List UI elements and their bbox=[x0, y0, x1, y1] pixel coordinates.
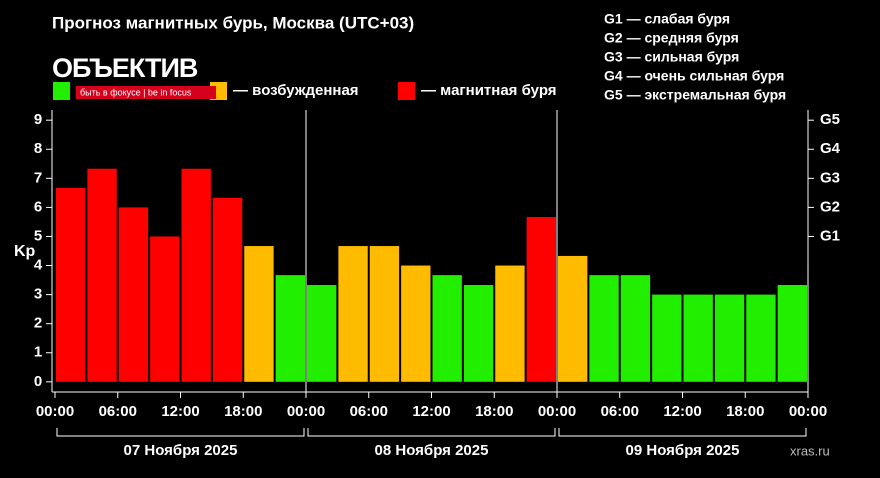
x-tick-label: 18:00 bbox=[475, 403, 513, 420]
day-label: 08 Ноября 2025 bbox=[375, 442, 489, 459]
legend-label: — магнитная буря bbox=[421, 82, 557, 99]
x-tick-label: 06:00 bbox=[601, 403, 639, 420]
legend-swatch bbox=[53, 82, 70, 100]
x-tick-label: 00:00 bbox=[287, 403, 325, 420]
y-tick-label: 5 bbox=[34, 227, 42, 244]
x-tick-label: 06:00 bbox=[99, 403, 137, 420]
x-tick-label: 12:00 bbox=[663, 403, 701, 420]
bar bbox=[620, 275, 651, 382]
bar bbox=[495, 265, 525, 382]
x-tick-label: 00:00 bbox=[789, 403, 827, 420]
bar bbox=[746, 294, 776, 382]
y-tick-label: 3 bbox=[34, 286, 42, 303]
y-tick-label: 6 bbox=[34, 198, 42, 215]
bar bbox=[307, 285, 337, 382]
y-tick-label: 9 bbox=[34, 111, 42, 128]
y-tick-label: 4 bbox=[34, 257, 43, 274]
day-bracket bbox=[56, 428, 305, 437]
bar bbox=[150, 236, 180, 382]
watermark-band bbox=[76, 86, 216, 99]
bar bbox=[212, 197, 243, 382]
bar bbox=[589, 275, 619, 382]
bar bbox=[401, 265, 431, 382]
bar bbox=[432, 275, 462, 382]
bar bbox=[714, 294, 745, 382]
x-tick-label: 12:00 bbox=[161, 403, 199, 420]
y-tick-label: 7 bbox=[34, 169, 42, 186]
legend-swatch bbox=[398, 82, 415, 100]
chart-title: Прогноз магнитных бурь, Москва (UTC+03) bbox=[52, 13, 414, 32]
bar bbox=[118, 207, 149, 382]
day-bracket bbox=[307, 428, 556, 437]
x-tick-label: 00:00 bbox=[538, 403, 576, 420]
gscale-item: G4 — очень сильная буря bbox=[604, 68, 784, 84]
y2-tick-label: G4 bbox=[820, 140, 841, 157]
gscale-item: G2 — средняя буря bbox=[604, 30, 739, 46]
legend-label: — возбужденная bbox=[233, 82, 359, 99]
bar bbox=[56, 187, 86, 382]
gscale-item: G1 — слабая буря bbox=[604, 11, 730, 27]
watermark: ОБЪЕКТИВ bbox=[52, 53, 198, 83]
watermark-tagline: быть в фокусе | be in focus bbox=[80, 87, 192, 97]
x-tick-label: 18:00 bbox=[224, 403, 262, 420]
bar bbox=[275, 275, 305, 382]
bar bbox=[526, 216, 556, 382]
x-tick-label: 12:00 bbox=[412, 403, 450, 420]
bar bbox=[652, 294, 682, 382]
gscale-item: G5 — экстремальная буря bbox=[604, 87, 786, 103]
bar bbox=[463, 285, 494, 382]
y2-tick-label: G1 bbox=[820, 227, 840, 244]
y2-tick-label: G2 bbox=[820, 198, 840, 215]
x-tick-label: 18:00 bbox=[726, 403, 764, 420]
y-tick-label: 2 bbox=[34, 315, 42, 332]
bar bbox=[683, 294, 713, 382]
gscale-item: G3 — сильная буря bbox=[604, 49, 739, 65]
bar bbox=[338, 246, 368, 382]
y2-tick-label: G3 bbox=[820, 169, 840, 186]
day-label: 07 Ноября 2025 bbox=[124, 442, 238, 459]
bar bbox=[87, 168, 117, 382]
y-tick-label: 1 bbox=[34, 344, 42, 361]
bar bbox=[777, 285, 807, 382]
day-bracket bbox=[558, 428, 807, 437]
bar bbox=[558, 255, 588, 382]
x-tick-label: 00:00 bbox=[36, 403, 74, 420]
bar bbox=[181, 168, 211, 382]
y2-tick-label: G5 bbox=[820, 111, 840, 128]
source: xras.ru bbox=[790, 443, 830, 458]
y-tick-label: 0 bbox=[34, 373, 42, 390]
x-tick-label: 06:00 bbox=[350, 403, 388, 420]
bar bbox=[244, 246, 274, 382]
y-axis-label: Kp bbox=[14, 243, 36, 260]
bar bbox=[369, 246, 400, 382]
y-tick-label: 8 bbox=[34, 140, 42, 157]
day-label: 09 Ноября 2025 bbox=[626, 442, 740, 459]
